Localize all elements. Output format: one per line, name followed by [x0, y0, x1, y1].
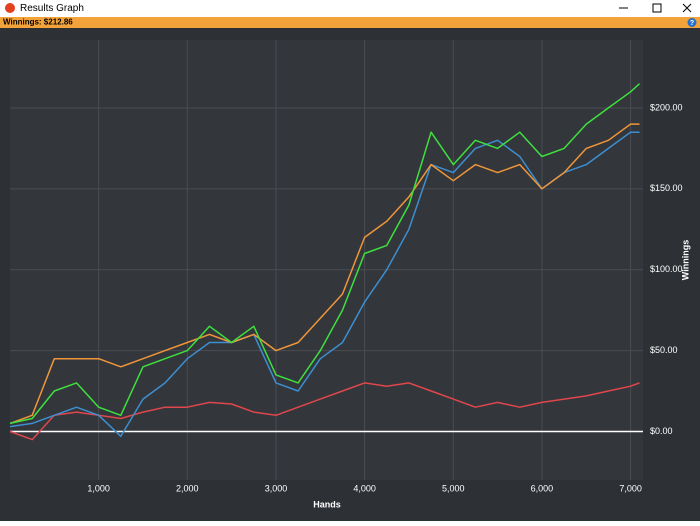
x-tick-label: 5,000	[442, 483, 465, 493]
series-line	[9, 382, 640, 441]
y-tick-label: $150.00	[650, 183, 683, 193]
plot: 1,000 2,000 3,000 4,000 5,000 6,000 7,000 $0.00…	[9, 40, 683, 493]
y-tick-label: $200.00	[650, 102, 683, 112]
title-bar	[0, 0, 700, 17]
winnings-label: Winnings: $212.86	[3, 18, 73, 27]
y-axis-title: Winnings	[680, 240, 690, 280]
y-tick-label: $50.00	[650, 345, 678, 355]
x-tick-label: 1,000	[87, 483, 110, 493]
close-button[interactable]	[682, 3, 692, 13]
plot-area	[10, 40, 643, 480]
help-button[interactable]	[687, 18, 697, 27]
y-tick-label: $0.00	[650, 426, 673, 436]
x-tick-label: 6,000	[531, 483, 554, 493]
y-tick-label: $100.00	[650, 264, 683, 274]
series-line	[9, 83, 641, 425]
x-tick-label: 4,000	[353, 483, 376, 493]
app-icon	[5, 3, 15, 13]
x-tick-label: 3,000	[265, 483, 288, 493]
toolbar	[0, 17, 700, 28]
maximize-button[interactable]	[652, 3, 662, 13]
help-icon[interactable]: ?	[690, 20, 694, 27]
x-tick-label: 2,000	[176, 483, 199, 493]
x-tick-label: 7,000	[619, 483, 642, 493]
window-title: Results Graph	[20, 3, 84, 14]
series-line	[9, 123, 640, 425]
x-axis-title: Hands	[313, 499, 341, 509]
